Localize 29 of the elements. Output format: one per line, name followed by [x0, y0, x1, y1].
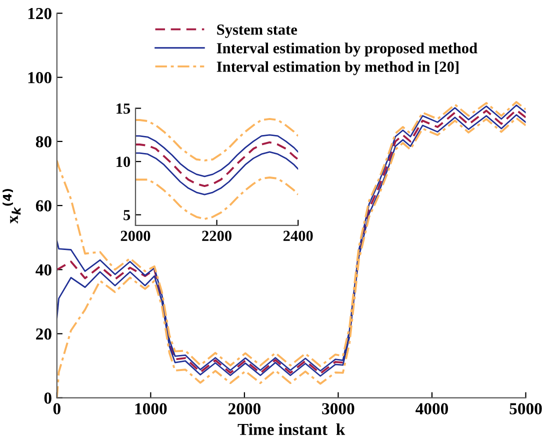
line-series — [136, 134, 298, 178]
y-tick-label: 15 — [116, 104, 130, 114]
x-tick-label: 2200 — [202, 230, 232, 242]
x-tick-label: 2000 — [228, 403, 260, 414]
x-tick-label: 0 — [53, 403, 60, 414]
x-tick-label: 3000 — [322, 403, 354, 414]
line-series — [136, 118, 298, 162]
x-tick-label: 4000 — [416, 403, 448, 414]
y-tick-label: 60 — [36, 200, 52, 212]
y-axis-title: x$_{k}$$^{(4)}$ — [2, 188, 21, 224]
x-axis-title: Time instant k — [238, 423, 346, 436]
x-tick-label: 1000 — [135, 403, 167, 414]
legend-label: Interval estimation by method in [20] — [216, 61, 458, 76]
y-tick-label: 120 — [28, 8, 52, 20]
y-tick-label: 0 — [44, 392, 52, 404]
y-tick-label: 100 — [28, 72, 52, 84]
y-tick-label: 80 — [36, 136, 52, 148]
x-tick-label: 2000 — [120, 230, 150, 242]
x-tick-label: 2400 — [283, 230, 313, 242]
y-tick-label: 40 — [36, 264, 52, 276]
line-series — [136, 141, 298, 187]
x-tick-label: 5000 — [510, 403, 542, 414]
line-series — [136, 151, 298, 196]
legend-label: System state — [217, 24, 298, 38]
y-tick-label: 20 — [36, 328, 52, 340]
y-tick-label: 10 — [116, 156, 130, 167]
y-tick-label: 5 — [124, 210, 130, 220]
line-series — [136, 176, 298, 220]
legend-label: Interval estimation by proposed method — [216, 42, 478, 57]
